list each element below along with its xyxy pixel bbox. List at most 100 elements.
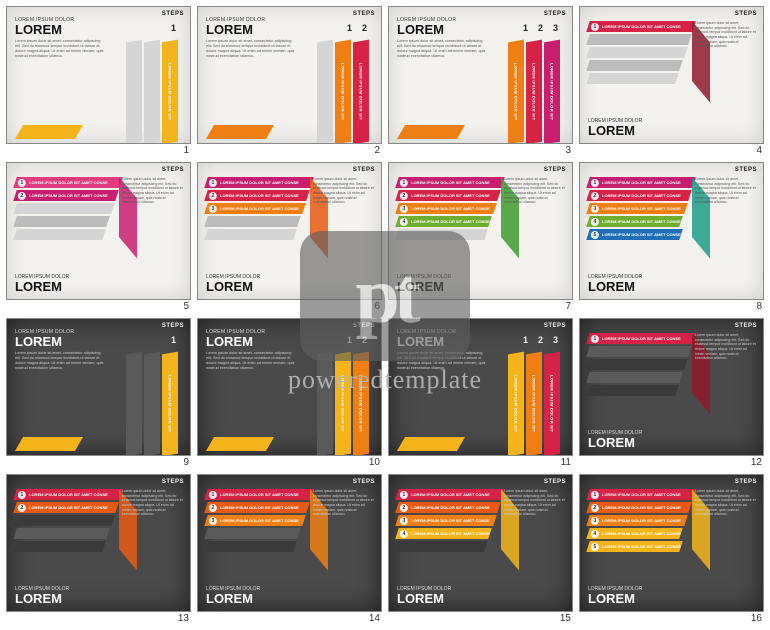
list-bar: 1LOREM IPSUM DOLOR SIT AMET CONSE	[588, 21, 694, 32]
slide-thumbnail: STEPS1LOREM IPSUM DOLOR SIT AMET CONSE2L…	[579, 474, 764, 612]
bar-number: 2	[400, 504, 408, 512]
title: LOREM	[397, 23, 498, 36]
list-bar: 2LOREM IPSUM DOLOR SIT AMET CONSE	[206, 502, 308, 513]
thumbnail-cell[interactable]: STEPS1LOREM IPSUM DOLOR SIT AMET CONSE2L…	[388, 162, 573, 312]
list-bar: 1LOREM IPSUM DOLOR SIT AMET CONSE	[15, 489, 121, 500]
slide-thumbnail: STEPSLOREM IPSUM DOLORLOREMLorem ipsum d…	[388, 6, 573, 144]
bar-text: LOREM IPSUM DOLOR SIT AMET CONSE	[602, 336, 681, 341]
title-block: LOREM IPSUM DOLORLOREM	[588, 118, 642, 137]
step-number: 3	[553, 23, 558, 33]
body-text: Lorem ipsum dolor sit amet, consectetur …	[313, 489, 375, 517]
step-numbers: 1	[171, 23, 176, 33]
list-bar: 1LOREM IPSUM DOLOR SIT AMET CONSE	[588, 177, 694, 188]
list-bar	[588, 73, 677, 84]
horizontal-bars: 1LOREM IPSUM DOLOR SIT AMET CONSE 2LOREM …	[588, 489, 694, 552]
ribbon: LOREM IPSUM DOLOR SIT	[526, 41, 542, 143]
bar-body: 2LOREM IPSUM DOLOR SIT AMET CONSE	[586, 502, 691, 513]
bar-body: 1LOREM IPSUM DOLOR SIT AMET CONSE	[586, 489, 696, 500]
thumbnail-cell[interactable]: STEPSLOREM IPSUM DOLORLOREMLorem ipsum d…	[197, 318, 382, 468]
step-number: 3	[553, 335, 558, 345]
slide-content-b: 1LOREM IPSUM DOLOR SIT AMET CONSE 2LOREM …	[7, 475, 190, 611]
bar-body: 1LOREM IPSUM DOLOR SIT AMET CONSE	[586, 333, 696, 344]
list-bar: 2LOREM IPSUM DOLOR SIT AMET CONSE	[588, 502, 690, 513]
thumbnail-cell[interactable]: STEPSLOREM IPSUM DOLORLOREMLorem ipsum d…	[388, 6, 573, 156]
slide-thumbnail: STEPSLOREM IPSUM DOLORLOREMLorem ipsum d…	[6, 318, 191, 456]
bar-number: 1	[209, 491, 217, 499]
thumbnail-cell[interactable]: STEPS1LOREM IPSUM DOLOR SIT AMET CONSE2L…	[6, 162, 191, 312]
step-numbers: 123	[523, 335, 558, 345]
bar-text: LOREM IPSUM DOLOR SIT AMET CONSE	[602, 518, 681, 523]
step-number: 1	[347, 23, 352, 33]
slide-number: 15	[388, 612, 573, 624]
bar-text: LOREM IPSUM DOLOR SIT AMET CONSE	[602, 531, 681, 536]
list-bar	[588, 359, 686, 370]
title: LOREM	[397, 280, 451, 293]
thumbnail-cell[interactable]: STEPS1LOREM IPSUM DOLOR SIT AMET CONSELo…	[579, 318, 764, 468]
bar-text: LOREM IPSUM DOLOR SIT AMET CONSE	[220, 518, 299, 523]
ribbon-tail	[397, 125, 465, 139]
thumbnail-cell[interactable]: STEPS1LOREM IPSUM DOLOR SIT AMET CONSE2L…	[579, 474, 764, 624]
ribbon	[144, 41, 160, 143]
slide-number: 4	[579, 144, 764, 156]
body-text: Lorem ipsum dolor sit amet, consectetur …	[122, 489, 184, 517]
thumbnail-cell[interactable]: STEPSLOREM IPSUM DOLORLOREMLorem ipsum d…	[197, 6, 382, 156]
step-numbers: 123	[523, 23, 558, 33]
bar-number: 4	[400, 218, 408, 226]
ribbon-label: LOREM IPSUM DOLOR SIT	[359, 63, 364, 120]
thumbnail-cell[interactable]: STEPSLOREM IPSUM DOLORLOREMLorem ipsum d…	[6, 6, 191, 156]
bar-body: 1LOREM IPSUM DOLOR SIT AMET CONSE	[204, 489, 314, 500]
bar-text: LOREM IPSUM DOLOR SIT AMET CONSE	[29, 193, 108, 198]
slide-content-a: LOREM IPSUM DOLORLOREMLorem ipsum dolor …	[198, 7, 381, 143]
title-block: LOREM IPSUM DOLORLOREM	[588, 586, 642, 605]
body-text: Lorem ipsum dolor sit amet, consectetur …	[206, 351, 297, 371]
slide-thumbnail: STEPS1LOREM IPSUM DOLOR SIT AMET CONSELo…	[579, 318, 764, 456]
ribbon-label: LOREM IPSUM DOLOR SIT	[341, 375, 346, 432]
list-bar	[206, 216, 299, 227]
horizontal-bars: 1LOREM IPSUM DOLOR SIT AMET CONSE	[588, 21, 694, 84]
slide-number: 16	[579, 612, 764, 624]
ribbon: LOREM IPSUM DOLOR SIT	[508, 353, 524, 455]
title-block: LOREM IPSUM DOLORLOREM	[206, 274, 260, 293]
bar-body	[204, 528, 301, 539]
list-bar: 1LOREM IPSUM DOLOR SIT AMET CONSE	[397, 489, 503, 500]
ribbon-label: LOREM IPSUM DOLOR SIT	[532, 63, 537, 120]
body-text: Lorem ipsum dolor sit amet, consectetur …	[397, 39, 488, 59]
bar-number: 2	[591, 192, 599, 200]
thumbnail-cell[interactable]: STEPSLOREM IPSUM DOLORLOREMLorem ipsum d…	[6, 318, 191, 468]
ribbon: LOREM IPSUM DOLOR SIT	[353, 353, 369, 455]
body-text: Lorem ipsum dolor sit amet, consectetur …	[695, 177, 757, 205]
bar-body: 1LOREM IPSUM DOLOR SIT AMET CONSE	[204, 177, 314, 188]
bar-text: LOREM IPSUM DOLOR SIT AMET CONSE	[411, 518, 490, 523]
list-bar: 2LOREM IPSUM DOLOR SIT AMET CONSE	[15, 502, 117, 513]
bar-body	[586, 385, 679, 396]
list-bar: 4LOREM IPSUM DOLOR SIT AMET CONSE	[588, 216, 681, 227]
step-number: 2	[362, 23, 367, 33]
list-bar: 1LOREM IPSUM DOLOR SIT AMET CONSE	[588, 333, 694, 344]
thumbnail-cell[interactable]: STEPS1LOREM IPSUM DOLOR SIT AMET CONSELo…	[579, 6, 764, 156]
slide-number: 8	[579, 300, 764, 312]
bar-number: 3	[591, 205, 599, 213]
vertical-ribbons: LOREM IPSUM DOLOR SIT	[126, 41, 178, 143]
bar-number: 3	[591, 517, 599, 525]
step-numbers: 1	[171, 335, 176, 345]
horizontal-bars: 1LOREM IPSUM DOLOR SIT AMET CONSE 2 LOREM …	[397, 489, 503, 552]
thumbnail-cell[interactable]: STEPS1LOREM IPSUM DOLOR SIT AMET CONSE2L…	[388, 474, 573, 624]
slide-number: 5	[6, 300, 191, 312]
thumbnail-cell[interactable]: STEPS1LOREM IPSUM DOLOR SIT AMET CONSE2L…	[579, 162, 764, 312]
bar-body: 1LOREM IPSUM DOLOR SIT AMET CONSE	[13, 177, 123, 188]
thumbnail-cell[interactable]: STEPS1LOREM IPSUM DOLOR SIT AMET CONSE2L…	[6, 474, 191, 624]
title: LOREM	[397, 592, 451, 605]
body-text: Lorem ipsum dolor sit amet, consectetur …	[206, 39, 297, 59]
title: LOREM	[206, 23, 307, 36]
bar-text: LOREM IPSUM DOLOR SIT AMET CONSE	[220, 505, 299, 510]
thumbnail-cell[interactable]: STEPS1LOREM IPSUM DOLOR SIT AMET CONSE2L…	[197, 162, 382, 312]
title: LOREM	[588, 280, 642, 293]
bar-body: 2LOREM IPSUM DOLOR SIT AMET CONSE	[204, 190, 309, 201]
bar-number: 1	[591, 179, 599, 187]
thumbnail-cell[interactable]: STEPSLOREM IPSUM DOLORLOREMLorem ipsum d…	[388, 318, 573, 468]
bar-text: LOREM IPSUM DOLOR SIT AMET CONSE	[602, 232, 681, 237]
title: LOREM	[588, 436, 642, 449]
ribbon-label: LOREM IPSUM DOLOR SIT	[341, 63, 346, 120]
bar-body	[13, 515, 114, 526]
thumbnail-cell[interactable]: STEPS1LOREM IPSUM DOLOR SIT AMET CONSE2L…	[197, 474, 382, 624]
